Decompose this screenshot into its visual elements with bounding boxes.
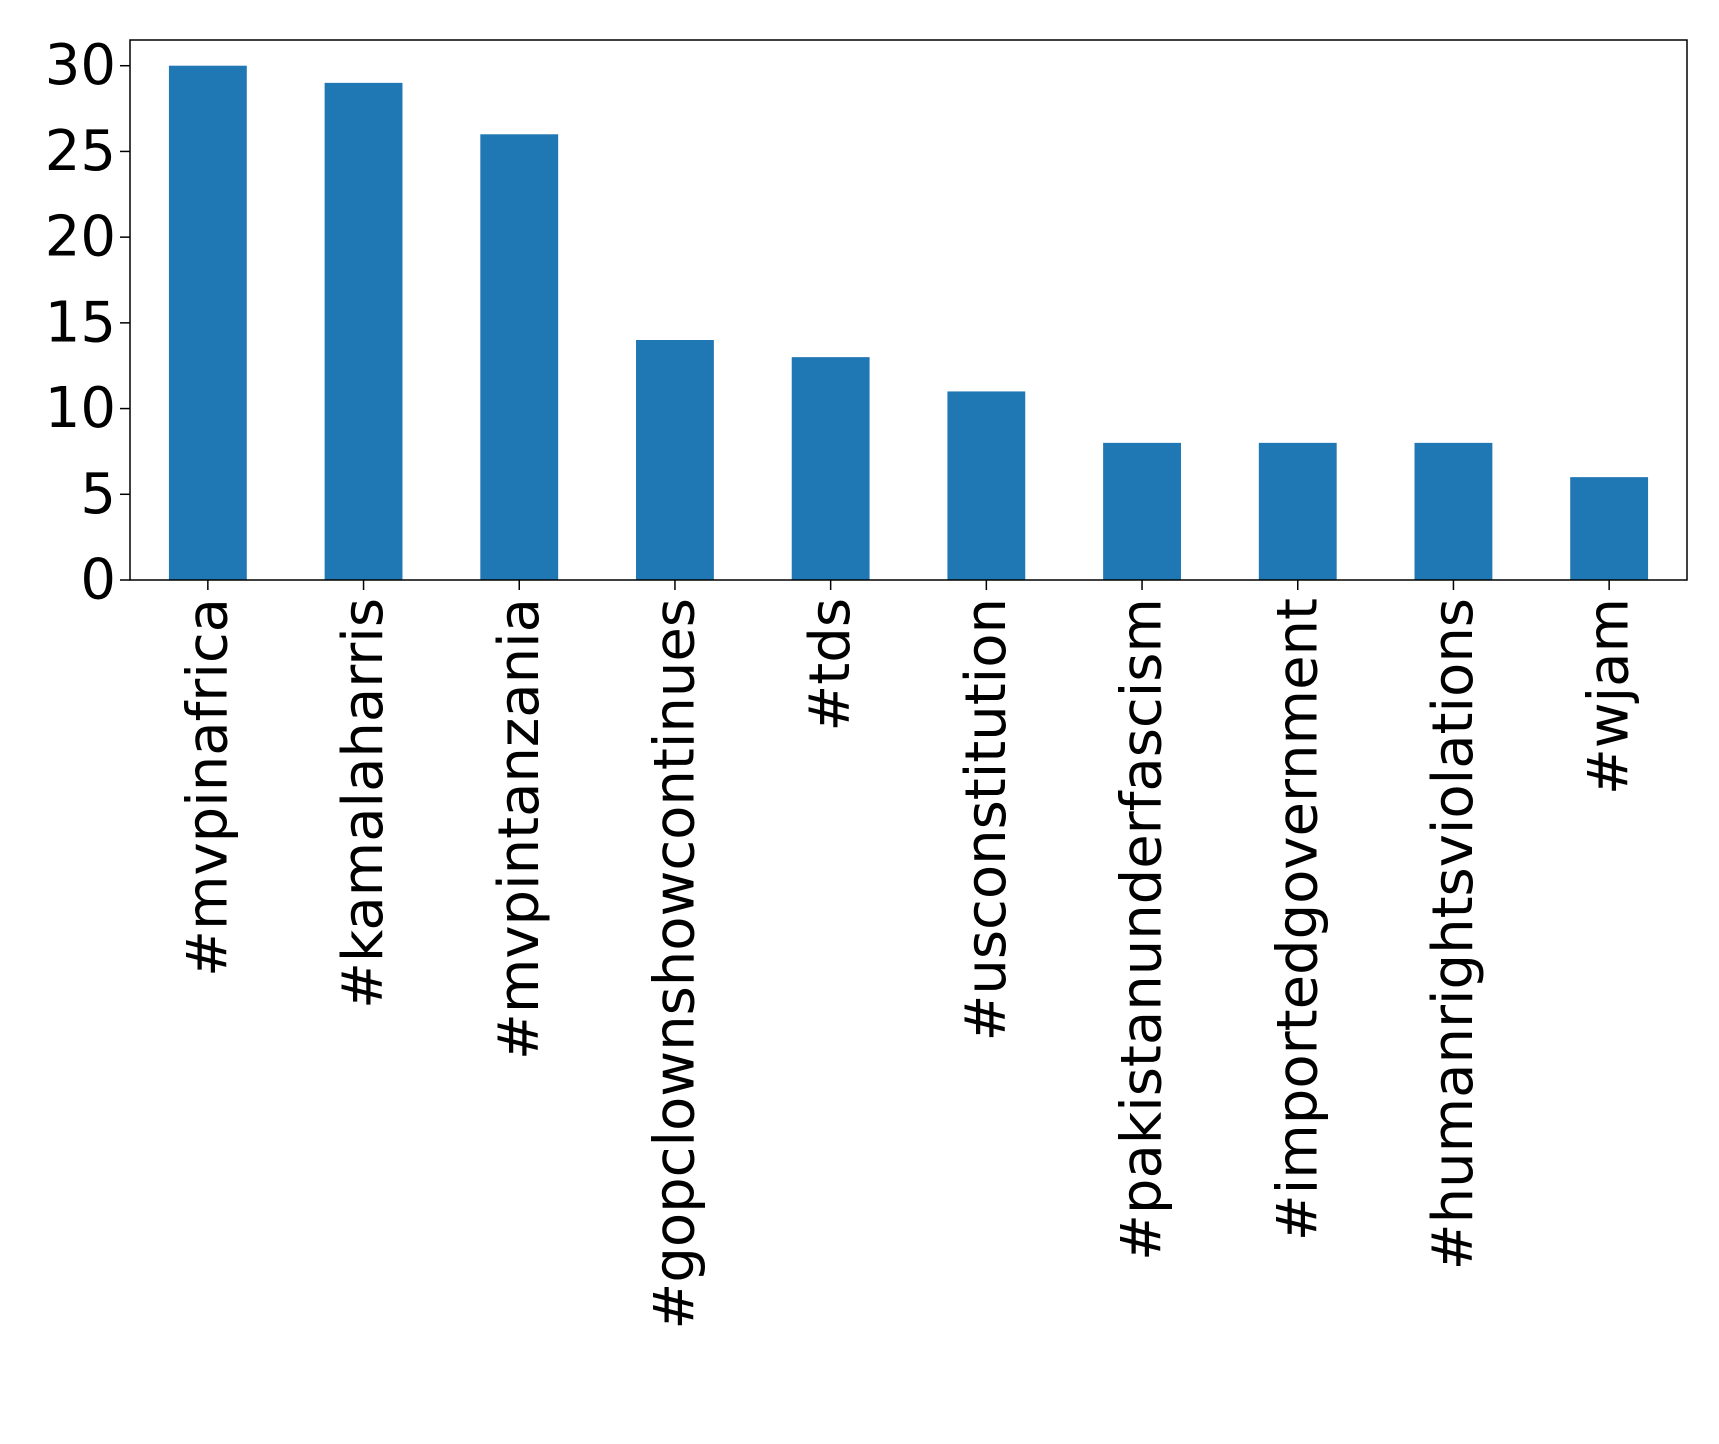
bar — [947, 391, 1026, 580]
y-axis: 0 5 10 15 20 25 30 — [45, 33, 130, 613]
x-tick-label: #usconstitution — [954, 598, 1019, 1042]
bar — [480, 134, 559, 581]
bar — [1103, 442, 1181, 580]
plot-frame — [129, 39, 1688, 581]
bar — [168, 65, 247, 580]
y-tick-label: 30 — [45, 33, 116, 98]
x-tick-label: #mvpintanzania — [487, 598, 552, 1060]
x-tick-label: #tds — [798, 598, 863, 732]
x-tick-label: #mvpinafrica — [175, 598, 240, 977]
x-tick-label: #kamalaharris — [331, 598, 396, 1009]
y-tick-label: 20 — [45, 205, 116, 270]
bar — [1414, 442, 1493, 580]
bar — [324, 82, 403, 581]
y-tick-label: 15 — [45, 290, 116, 355]
y-tick-label: 0 — [80, 548, 116, 613]
x-tick-label: #gopclownshowcontinues — [642, 598, 707, 1330]
bar — [1570, 477, 1649, 580]
bars-layer — [168, 65, 1649, 581]
x-tick-label: #humanrightsviolations — [1421, 598, 1486, 1270]
bar — [636, 340, 714, 580]
bar — [1258, 442, 1337, 580]
bar — [791, 357, 870, 580]
y-tick-label: 10 — [45, 376, 116, 441]
x-tick-label: #pakistanunderfascism — [1110, 598, 1175, 1261]
y-tick-label: 25 — [45, 119, 116, 184]
y-tick-label: 5 — [80, 462, 116, 527]
x-axis: #mvpinafrica #kamalaharris #mvpintanzania #… — [175, 580, 1642, 1330]
x-tick-label: #wjam — [1577, 598, 1642, 795]
x-tick-label: #importedgovernment — [1265, 598, 1330, 1241]
